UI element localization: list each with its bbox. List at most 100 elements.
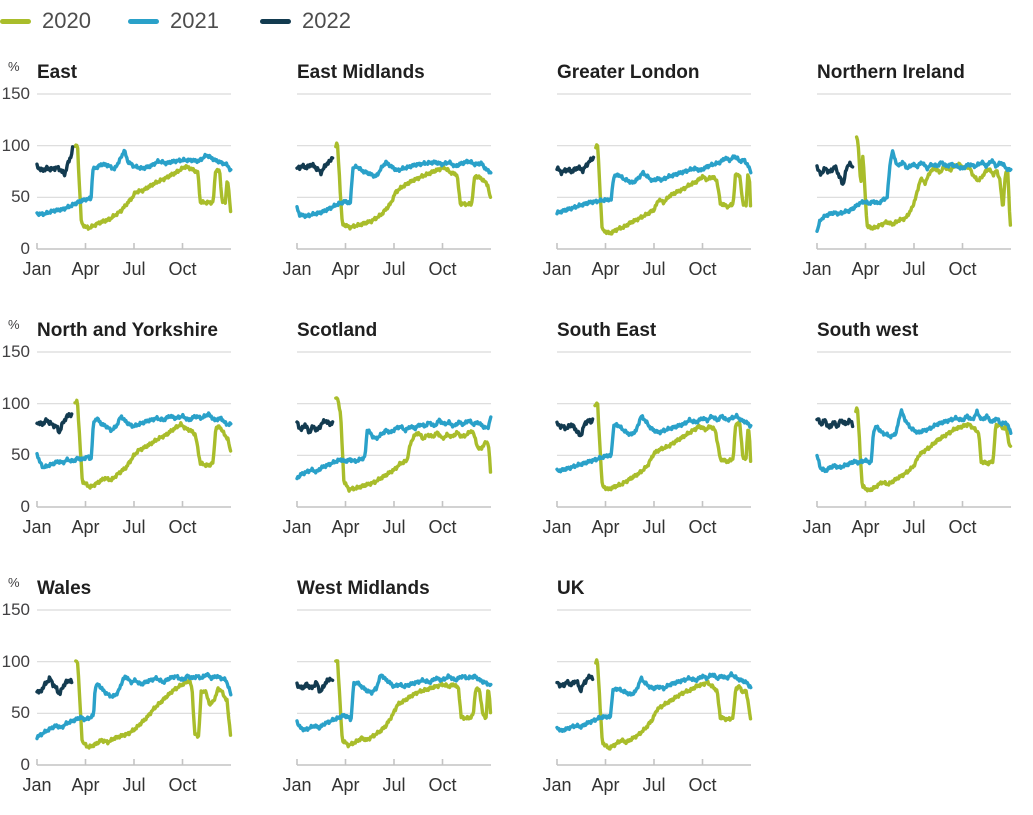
series-line-2022 bbox=[555, 673, 595, 694]
panel-west-midlands: West Midlands Jan Apr Jul Oct bbox=[260, 571, 513, 815]
y-axis-label-50: 50 bbox=[11, 445, 30, 465]
series-line-2022 bbox=[295, 418, 335, 435]
series-line-2020 bbox=[73, 398, 233, 490]
x-axis-label-Oct: Oct bbox=[168, 259, 197, 279]
x-axis-label-Jan: Jan bbox=[542, 775, 572, 795]
x-axis-label-Oct: Oct bbox=[688, 517, 717, 537]
series-line-2022 bbox=[555, 417, 595, 438]
x-axis-label-Apr: Apr bbox=[71, 775, 100, 795]
chart-canvas-west-midlands bbox=[295, 609, 493, 766]
chart-canvas-south-west bbox=[815, 351, 1013, 508]
panel-scotland: Scotland Jan Apr Jul Oct bbox=[260, 313, 513, 571]
series-line-2020 bbox=[854, 406, 1013, 493]
series-line-2020 bbox=[74, 659, 233, 750]
panel-wales: % 150 100 50 0 Wales Jan Apr Jul Oct bbox=[0, 571, 253, 815]
x-axis-label-Jul: Jul bbox=[382, 775, 406, 795]
x-axis-label-Jan: Jan bbox=[282, 775, 312, 795]
panel-title: Northern Ireland bbox=[817, 62, 965, 83]
panel-greater-london: Greater London Jan Apr Jul Oct bbox=[520, 55, 773, 313]
panel-title: South East bbox=[557, 320, 657, 341]
y-axis-label-100: 100 bbox=[1, 135, 30, 155]
y-axis-unit: % bbox=[8, 575, 20, 590]
series-line-2022 bbox=[295, 676, 335, 694]
series-line-2021 bbox=[295, 673, 493, 733]
panel-south-east: South East Jan Apr Jul Oct bbox=[520, 313, 773, 571]
series-line-2020 bbox=[334, 396, 493, 493]
legend-label-2022: 2022 bbox=[302, 8, 351, 33]
x-axis-label-Apr: Apr bbox=[591, 775, 620, 795]
x-axis-label-Jul: Jul bbox=[382, 259, 406, 279]
x-axis-label-Jul: Jul bbox=[642, 259, 666, 279]
x-axis-label-Jan: Jan bbox=[22, 259, 52, 279]
x-axis-label-Jan: Jan bbox=[542, 517, 572, 537]
series-line-2020 bbox=[593, 401, 753, 492]
x-axis-label-Apr: Apr bbox=[851, 259, 880, 279]
series-line-2020 bbox=[594, 658, 753, 751]
legend-swatch-2022 bbox=[260, 18, 291, 24]
series-line-2021 bbox=[555, 154, 753, 216]
x-axis-label-Apr: Apr bbox=[331, 775, 360, 795]
chart-canvas-east-midlands bbox=[295, 93, 493, 250]
y-axis-label-0: 0 bbox=[20, 497, 30, 516]
series-line-2022 bbox=[35, 675, 74, 697]
legend-item-2021: 2021 bbox=[128, 6, 219, 36]
series-line-2020 bbox=[334, 141, 493, 231]
x-axis-label-Jan: Jan bbox=[22, 517, 52, 537]
panel-south-west: South west Jan Apr Jul Oct bbox=[780, 313, 1033, 571]
series-line-2022 bbox=[815, 160, 855, 186]
panel-title: South west bbox=[817, 320, 919, 341]
legend-item-2022: 2022 bbox=[260, 6, 351, 36]
panel-title: West Midlands bbox=[297, 578, 430, 599]
y-axis-label-0: 0 bbox=[20, 755, 30, 774]
x-axis-label-Jul: Jul bbox=[902, 259, 926, 279]
series-line-2022 bbox=[815, 417, 855, 430]
x-axis-label-Apr: Apr bbox=[331, 259, 360, 279]
chart-canvas-east bbox=[35, 93, 233, 250]
panel-uk: UK Jan Apr Jul Oct bbox=[520, 571, 773, 815]
x-axis-label-Oct: Oct bbox=[428, 517, 457, 537]
series-line-2020 bbox=[594, 143, 753, 236]
panel-title: UK bbox=[557, 578, 585, 599]
y-axis-unit: % bbox=[8, 59, 20, 74]
panel-north-and-yorkshire: % 150 100 50 0 North and Yorkshire Jan Apr Jul Oc… bbox=[0, 313, 253, 571]
x-axis-label-Jan: Jan bbox=[802, 259, 832, 279]
series-line-2021 bbox=[295, 415, 493, 481]
x-axis-label-Jan: Jan bbox=[22, 775, 52, 795]
y-axis-label-50: 50 bbox=[11, 187, 30, 207]
series-line-2021 bbox=[35, 411, 233, 470]
series-line-2022 bbox=[555, 155, 596, 177]
x-axis-label-Jul: Jul bbox=[122, 259, 146, 279]
series-line-2021 bbox=[35, 671, 233, 741]
series-line-2021 bbox=[555, 671, 753, 733]
x-axis-label-Oct: Oct bbox=[168, 775, 197, 795]
series-line-2022 bbox=[35, 412, 74, 435]
x-axis-label-Oct: Oct bbox=[428, 259, 457, 279]
panel-northern-ireland: Northern Ireland Jan Apr Jul Oct bbox=[780, 55, 1033, 313]
panel-title: East Midlands bbox=[297, 62, 425, 83]
y-axis-label-100: 100 bbox=[1, 393, 30, 413]
x-axis-label-Apr: Apr bbox=[591, 259, 620, 279]
panel-title: Wales bbox=[37, 578, 92, 599]
x-axis-label-Apr: Apr bbox=[71, 517, 100, 537]
x-axis-label-Oct: Oct bbox=[168, 517, 197, 537]
series-line-2021 bbox=[815, 149, 1013, 234]
legend-swatch-2020 bbox=[0, 18, 31, 24]
x-axis-label-Jul: Jul bbox=[382, 517, 406, 537]
panel-title: North and Yorkshire bbox=[37, 320, 218, 341]
legend-swatch-2021 bbox=[128, 18, 159, 24]
panel-title: East bbox=[37, 62, 78, 83]
x-axis-label-Jul: Jul bbox=[122, 775, 146, 795]
x-axis-label-Apr: Apr bbox=[331, 517, 360, 537]
y-axis-label-150: 150 bbox=[1, 600, 30, 619]
series-line-2021 bbox=[555, 412, 753, 474]
legend: 2020 2021 2022 bbox=[0, 6, 1033, 36]
x-axis-label-Oct: Oct bbox=[428, 775, 457, 795]
chart-canvas-greater-london bbox=[555, 93, 753, 250]
x-axis-label-Jan: Jan bbox=[282, 517, 312, 537]
x-axis-label-Jan: Jan bbox=[542, 259, 572, 279]
legend-label-2020: 2020 bbox=[42, 8, 91, 33]
y-axis-label-0: 0 bbox=[20, 239, 30, 258]
y-axis-label-50: 50 bbox=[11, 703, 30, 723]
y-axis-label-150: 150 bbox=[1, 84, 30, 103]
